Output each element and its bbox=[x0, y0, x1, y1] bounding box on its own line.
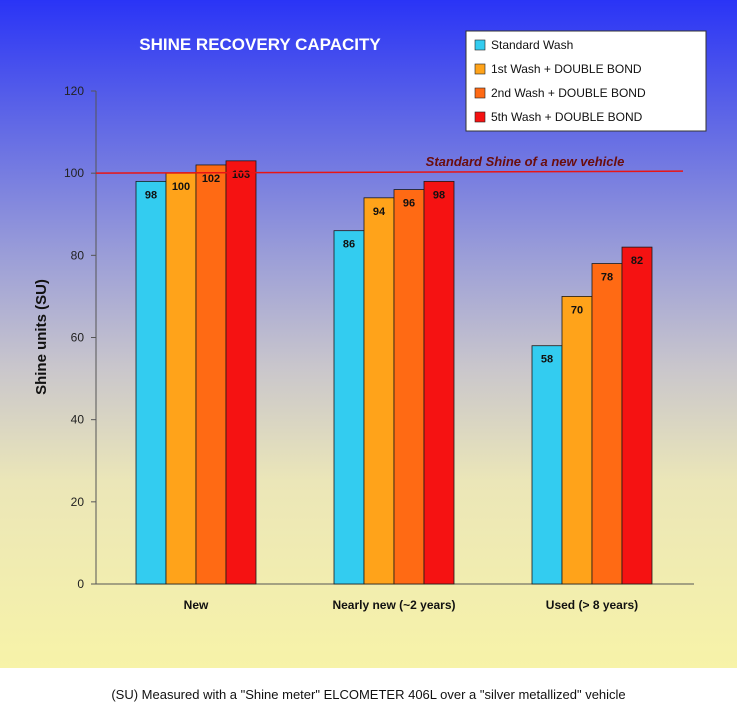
bar-value-label: 100 bbox=[172, 181, 190, 193]
legend-swatch bbox=[474, 39, 486, 51]
bar bbox=[621, 246, 653, 585]
bar-chart: SHINE RECOVERY CAPACITY Standard Wash 1st… bbox=[33, 30, 707, 612]
legend-label: 2nd Wash + DOUBLE BOND bbox=[491, 86, 646, 100]
x-tick-label: Used (> 8 years) bbox=[546, 598, 638, 612]
y-tick-label: 60 bbox=[71, 331, 85, 345]
y-tick-label: 100 bbox=[64, 166, 84, 180]
bar bbox=[225, 160, 257, 585]
bar-value-label: 98 bbox=[145, 189, 157, 201]
legend-swatch bbox=[474, 111, 486, 123]
bar-value-label: 58 bbox=[541, 354, 553, 366]
y-tick-label: 0 bbox=[77, 577, 84, 591]
legend-label: Standard Wash bbox=[491, 38, 573, 52]
reference-line-label: Standard Shine of a new vehicle bbox=[426, 154, 625, 169]
bar-value-label: 82 bbox=[631, 255, 643, 267]
bar bbox=[363, 197, 395, 585]
bar-value-label: 78 bbox=[601, 272, 613, 284]
legend-label: 5th Wash + DOUBLE BOND bbox=[491, 110, 643, 124]
bar-value-label: 102 bbox=[202, 173, 220, 185]
bars bbox=[135, 160, 653, 585]
bar-value-label: 70 bbox=[571, 304, 583, 316]
caption: (SU) Measured with a "Shine meter" ELCOM… bbox=[0, 668, 737, 720]
x-tick-label: Nearly new (~2 years) bbox=[332, 598, 455, 612]
bar-value-label: 98 bbox=[433, 189, 445, 201]
x-ticks: New Nearly new (~2 years) Used (> 8 years) bbox=[184, 598, 639, 612]
bar-labels: 98 100 102 103 86 94 96 98 58 70 78 82 bbox=[145, 169, 643, 366]
bar bbox=[423, 180, 455, 585]
legend-box bbox=[465, 30, 707, 132]
y-tick-label: 80 bbox=[71, 248, 85, 262]
legend: Standard Wash 1st Wash + DOUBLE BOND 2nd W… bbox=[465, 30, 707, 132]
y-tick-label: 40 bbox=[71, 413, 85, 427]
bar-value-label: 94 bbox=[373, 206, 386, 218]
bar bbox=[591, 263, 623, 585]
bar bbox=[531, 345, 563, 585]
bar bbox=[333, 230, 365, 585]
bar-value-label: 96 bbox=[403, 198, 415, 210]
reference-line bbox=[95, 170, 684, 174]
bar bbox=[135, 180, 167, 585]
y-ticks: 0 20 40 60 80 100 120 bbox=[64, 84, 96, 591]
bar bbox=[165, 172, 197, 585]
bar bbox=[393, 189, 425, 585]
bar-value-label: 86 bbox=[343, 239, 355, 251]
legend-label: 1st Wash + DOUBLE BOND bbox=[491, 62, 642, 76]
chart-title: SHINE RECOVERY CAPACITY bbox=[139, 35, 381, 54]
bar-value-label: 103 bbox=[232, 169, 250, 181]
legend-swatch bbox=[474, 63, 486, 75]
y-tick-label: 120 bbox=[64, 84, 84, 98]
bar bbox=[561, 296, 593, 585]
bar bbox=[195, 164, 227, 585]
chart-panel: SHINE RECOVERY CAPACITY Standard Wash 1st… bbox=[0, 0, 737, 668]
y-axis-label: Shine units (SU) bbox=[33, 279, 50, 395]
y-tick-label: 20 bbox=[71, 495, 85, 509]
legend-swatch bbox=[474, 87, 486, 99]
x-tick-label: New bbox=[184, 598, 209, 612]
